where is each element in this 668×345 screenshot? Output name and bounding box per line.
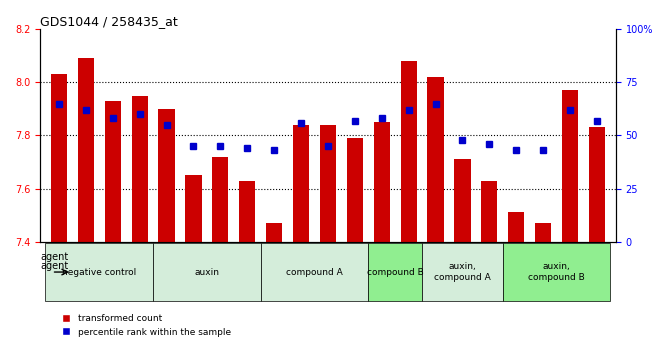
Bar: [293, 125, 309, 345]
Text: agent: agent: [40, 252, 68, 262]
Bar: [105, 101, 121, 345]
Bar: [185, 175, 202, 345]
Bar: [77, 58, 94, 345]
Text: auxin: auxin: [194, 267, 219, 277]
Text: auxin,
compound B: auxin, compound B: [528, 262, 585, 282]
FancyBboxPatch shape: [45, 243, 153, 301]
Bar: [373, 122, 390, 345]
Bar: [508, 213, 524, 345]
FancyBboxPatch shape: [261, 243, 368, 301]
Text: auxin,
compound A: auxin, compound A: [434, 262, 491, 282]
FancyBboxPatch shape: [153, 243, 261, 301]
Bar: [535, 223, 551, 345]
FancyBboxPatch shape: [422, 243, 503, 301]
Bar: [428, 77, 444, 345]
Text: compound A: compound A: [286, 267, 343, 277]
Text: compound B: compound B: [367, 267, 424, 277]
FancyBboxPatch shape: [503, 243, 611, 301]
Bar: [239, 180, 255, 345]
Text: agent: agent: [40, 261, 68, 271]
Bar: [589, 127, 605, 345]
Bar: [212, 157, 228, 345]
Legend: transformed count, percentile rank within the sample: transformed count, percentile rank withi…: [58, 310, 234, 341]
Bar: [562, 90, 578, 345]
Bar: [401, 61, 417, 345]
Bar: [481, 180, 498, 345]
Bar: [132, 96, 148, 345]
Bar: [320, 125, 336, 345]
Bar: [454, 159, 470, 345]
Bar: [266, 223, 282, 345]
Text: GDS1044 / 258435_at: GDS1044 / 258435_at: [40, 15, 178, 28]
Bar: [51, 74, 67, 345]
Bar: [347, 138, 363, 345]
FancyBboxPatch shape: [368, 243, 422, 301]
Text: negative control: negative control: [62, 267, 136, 277]
Bar: [158, 109, 174, 345]
